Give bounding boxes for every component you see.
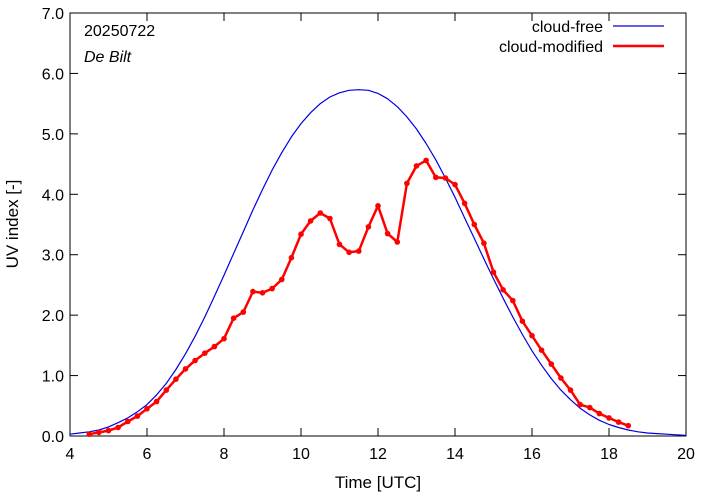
x-tick-label: 12 [369, 446, 387, 463]
data-point-cloud-modified [307, 218, 314, 224]
location-annotation: De Bilt [84, 49, 132, 66]
y-tick-label: 3.0 [42, 248, 64, 265]
data-point-cloud-modified [230, 315, 237, 322]
data-point-cloud-modified [269, 285, 275, 292]
data-point-cloud-modified [510, 297, 516, 304]
plot-frame [69, 12, 687, 437]
data-point-cloud-modified [356, 248, 362, 254]
legend-label-cloud-modified: cloud-modified [499, 39, 603, 56]
y-tick-label: 7.0 [42, 6, 64, 23]
data-point-cloud-modified [144, 406, 150, 412]
data-point-cloud-modified [182, 366, 189, 372]
x-tick-label: 16 [523, 446, 541, 463]
data-point-cloud-modified [375, 203, 381, 209]
data-point-cloud-modified [433, 174, 439, 181]
x-tick-label: 10 [292, 446, 310, 463]
data-point-cloud-modified [327, 215, 333, 222]
data-point-cloud-modified [606, 415, 612, 421]
y-axis-label: UV index [-] [3, 180, 22, 269]
data-point-cloud-modified [558, 375, 564, 381]
data-point-cloud-modified [221, 335, 227, 342]
data-point-cloud-modified [365, 224, 372, 230]
x-tick-label: 8 [220, 446, 229, 463]
data-point-cloud-modified [615, 419, 622, 425]
data-point-cloud-modified [115, 424, 121, 431]
data-point-cloud-modified [413, 163, 420, 169]
data-point-cloud-modified [500, 287, 506, 293]
data-point-cloud-modified [596, 410, 603, 417]
data-point-cloud-modified [587, 404, 593, 411]
x-tick-label: 6 [143, 446, 152, 463]
data-point-cloud-modified [442, 175, 449, 181]
data-point-cloud-modified [346, 249, 352, 256]
data-point-cloud-modified [404, 180, 410, 187]
data-point-cloud-modified [519, 318, 526, 325]
x-tick-label: 14 [446, 446, 464, 463]
data-point-cloud-modified [153, 398, 160, 405]
y-tick-label: 1.0 [42, 369, 64, 386]
y-tick-label: 2.0 [42, 308, 64, 325]
date-annotation: 20250722 [84, 23, 155, 40]
data-point-cloud-modified [394, 239, 401, 245]
series-points [86, 157, 632, 438]
x-tick-label: 4 [66, 446, 75, 463]
x-tick-labels: 4 6 8 10 12 14 16 18 20 [66, 446, 695, 463]
data-point-cloud-modified [423, 157, 429, 164]
data-point-cloud-modified [577, 401, 583, 408]
data-point-cloud-modified [538, 347, 545, 354]
data-point-cloud-modified [490, 269, 497, 276]
data-point-cloud-modified [240, 309, 247, 315]
legend-label-cloud-free: cloud-free [532, 19, 603, 36]
data-point-cloud-modified [279, 276, 285, 283]
x-tick-label: 18 [600, 446, 618, 463]
data-point-cloud-modified [471, 221, 478, 228]
data-point-cloud-modified [288, 254, 295, 261]
data-point-cloud-modified [250, 288, 256, 295]
data-point-cloud-modified [202, 350, 208, 357]
series-line-cloud-free [69, 89, 687, 436]
data-point-cloud-modified [86, 431, 93, 438]
data-point-cloud-modified [529, 332, 535, 339]
data-point-cloud-modified [163, 387, 170, 393]
series-line-cloud-modified [89, 159, 629, 436]
x-axis-label: Time [UTC] [335, 473, 421, 492]
y-tick-label: 4.0 [42, 187, 64, 204]
series-lines [69, 89, 687, 436]
data-point-cloud-modified [211, 343, 218, 350]
data-point-cloud-modified [336, 241, 343, 248]
data-point-cloud-modified [548, 361, 555, 367]
data-point-cloud-modified [125, 418, 131, 425]
y-tick-label: 5.0 [42, 127, 64, 144]
data-point-cloud-modified [105, 427, 112, 434]
data-point-cloud-modified [192, 357, 198, 364]
data-point-cloud-modified [173, 376, 179, 383]
y-tick-label: 0.0 [42, 429, 64, 446]
data-point-cloud-modified [452, 181, 458, 188]
axis-ticks [69, 12, 687, 437]
y-tick-label: 6.0 [42, 66, 64, 83]
data-point-cloud-modified [259, 290, 266, 296]
data-point-cloud-modified [384, 230, 391, 237]
data-point-cloud-modified [134, 413, 141, 419]
data-point-cloud-modified [461, 200, 468, 207]
x-tick-label: 20 [677, 446, 695, 463]
y-tick-labels: 0.0 1.0 2.0 3.0 4.0 5.0 6.0 7.0 [42, 6, 64, 446]
data-point-cloud-modified [567, 387, 574, 393]
legend: cloud-free cloud-modified [499, 19, 664, 56]
data-point-cloud-modified [298, 231, 304, 237]
data-point-cloud-modified [317, 210, 324, 216]
data-point-cloud-modified [96, 429, 102, 436]
data-point-cloud-modified [481, 240, 487, 246]
data-point-cloud-modified [625, 422, 632, 429]
